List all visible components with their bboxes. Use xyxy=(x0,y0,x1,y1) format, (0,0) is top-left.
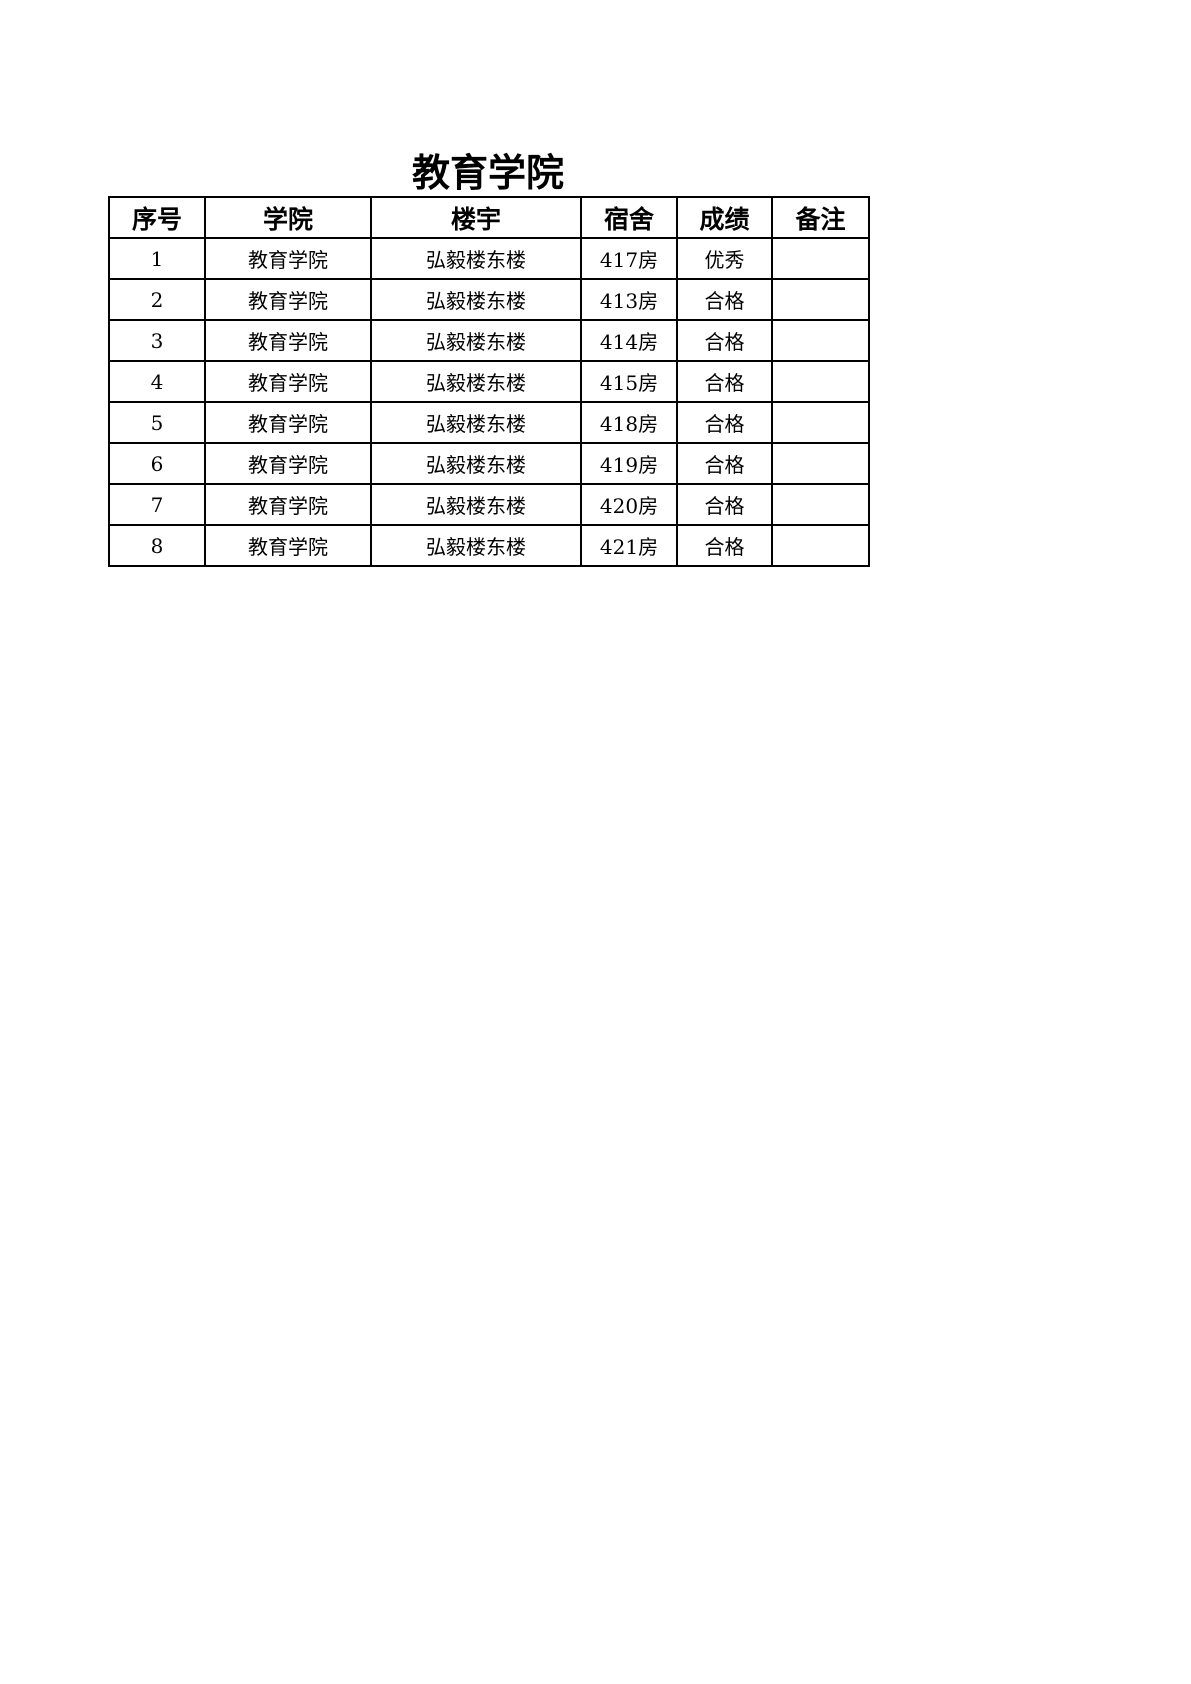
table-row: 2 教育学院 弘毅楼东楼 413房 合格 xyxy=(108,278,870,321)
cell-grade: 合格 xyxy=(676,278,773,321)
cell-remark xyxy=(771,401,870,444)
cell-dorm: 421房 xyxy=(580,524,678,567)
cell-remark xyxy=(771,524,870,567)
table-row: 7 教育学院 弘毅楼东楼 420房 合格 xyxy=(108,483,870,526)
cell-building: 弘毅楼东楼 xyxy=(370,401,582,444)
cell-grade: 合格 xyxy=(676,401,773,444)
cell-index: 1 xyxy=(108,237,206,280)
cell-dorm: 419房 xyxy=(580,442,678,485)
header-row: 序号 学院 楼宇 宿舍 成绩 备注 xyxy=(108,196,870,239)
cell-college: 教育学院 xyxy=(204,524,372,567)
cell-building: 弘毅楼东楼 xyxy=(370,483,582,526)
table-row: 1 教育学院 弘毅楼东楼 417房 优秀 xyxy=(108,237,870,280)
cell-college: 教育学院 xyxy=(204,483,372,526)
cell-grade: 合格 xyxy=(676,483,773,526)
cell-building: 弘毅楼东楼 xyxy=(370,237,582,280)
column-header-remark: 备注 xyxy=(771,196,870,239)
cell-grade: 合格 xyxy=(676,524,773,567)
column-header-college: 学院 xyxy=(204,196,372,239)
cell-dorm: 414房 xyxy=(580,319,678,362)
cell-index: 7 xyxy=(108,483,206,526)
cell-building: 弘毅楼东楼 xyxy=(370,319,582,362)
cell-building: 弘毅楼东楼 xyxy=(370,360,582,403)
cell-dorm: 413房 xyxy=(580,278,678,321)
table-row: 5 教育学院 弘毅楼东楼 418房 合格 xyxy=(108,401,870,444)
table-row: 3 教育学院 弘毅楼东楼 414房 合格 xyxy=(108,319,870,362)
table-row: 4 教育学院 弘毅楼东楼 415房 合格 xyxy=(108,360,870,403)
cell-remark xyxy=(771,360,870,403)
cell-remark xyxy=(771,483,870,526)
cell-dorm: 420房 xyxy=(580,483,678,526)
cell-grade: 合格 xyxy=(676,360,773,403)
table-row: 6 教育学院 弘毅楼东楼 419房 合格 xyxy=(108,442,870,485)
page-title: 教育学院 xyxy=(411,151,564,195)
cell-building: 弘毅楼东楼 xyxy=(370,442,582,485)
cell-index: 8 xyxy=(108,524,206,567)
cell-remark xyxy=(771,442,870,485)
cell-grade: 合格 xyxy=(676,319,773,362)
cell-remark xyxy=(771,319,870,362)
column-header-dorm: 宿舍 xyxy=(580,196,678,239)
column-header-index: 序号 xyxy=(108,196,206,239)
cell-college: 教育学院 xyxy=(204,237,372,280)
cell-index: 5 xyxy=(108,401,206,444)
column-header-building: 楼宇 xyxy=(370,196,582,239)
cell-remark xyxy=(771,237,870,280)
cell-building: 弘毅楼东楼 xyxy=(370,524,582,567)
cell-index: 6 xyxy=(108,442,206,485)
cell-dorm: 417房 xyxy=(580,237,678,280)
cell-college: 教育学院 xyxy=(204,401,372,444)
cell-remark xyxy=(771,278,870,321)
cell-index: 2 xyxy=(108,278,206,321)
cell-grade: 合格 xyxy=(676,442,773,485)
cell-college: 教育学院 xyxy=(204,319,372,362)
cell-college: 教育学院 xyxy=(204,278,372,321)
cell-college: 教育学院 xyxy=(204,442,372,485)
dorm-table: 序号 学院 楼宇 宿舍 成绩 备注 1 教育学院 弘毅楼东楼 417房 优秀 2 教育学院 弘毅楼东楼 4… xyxy=(108,196,870,567)
table-row: 8 教育学院 弘毅楼东楼 421房 合格 xyxy=(108,524,870,567)
cell-dorm: 415房 xyxy=(580,360,678,403)
cell-college: 教育学院 xyxy=(204,360,372,403)
cell-grade: 优秀 xyxy=(676,237,773,280)
column-header-grade: 成绩 xyxy=(676,196,773,239)
cell-index: 4 xyxy=(108,360,206,403)
cell-index: 3 xyxy=(108,319,206,362)
cell-dorm: 418房 xyxy=(580,401,678,444)
cell-building: 弘毅楼东楼 xyxy=(370,278,582,321)
